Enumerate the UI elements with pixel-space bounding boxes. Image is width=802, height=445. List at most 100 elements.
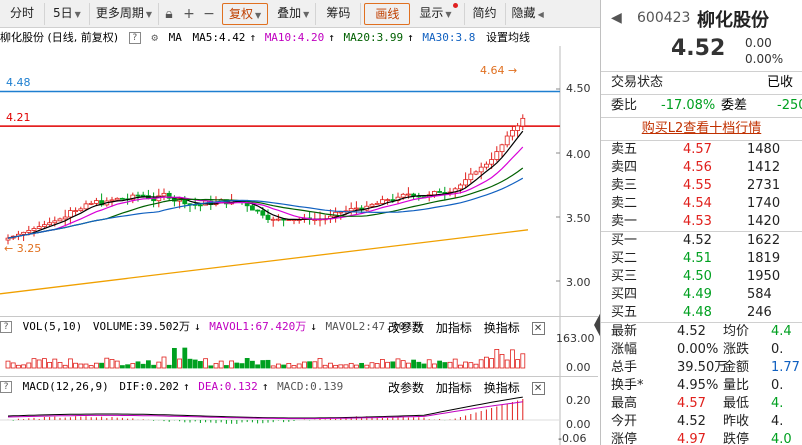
divider	[601, 322, 802, 323]
ma30-value: MA30:3.8	[422, 31, 476, 44]
price-change: 0.00	[745, 36, 772, 50]
ask-row[interactable]: 卖二 4.54 1740	[601, 195, 802, 213]
add-indicator-button[interactable]: 加指标	[435, 381, 472, 395]
ma5-line	[7, 130, 524, 239]
help-icon[interactable]: ?	[128, 32, 141, 44]
stat-value: 4.95%	[677, 378, 719, 393]
stat-label: 涨跌	[723, 342, 750, 357]
bid-row[interactable]: 买四 4.49 584	[601, 286, 802, 304]
high-marker: 4.64 →	[480, 64, 518, 77]
ask-volume: 1420	[747, 214, 781, 229]
ma10-line	[7, 146, 524, 239]
close-icon[interactable]: ✕	[531, 382, 545, 395]
kline-chart-area[interactable]: 柳化股份 (日线, 前复权) ? ⚙ MA MA5:4.42 ↑ MA10:4.2…	[0, 28, 598, 445]
ask-row[interactable]: 卖四 4.56 1412	[601, 159, 802, 177]
simple-mode-button[interactable]: 简约	[465, 2, 506, 25]
switch-indicator-button[interactable]: 换指标	[483, 381, 520, 395]
volume-bar	[255, 364, 261, 369]
more-periods-dropdown[interactable]: 更多周期 ▼	[90, 2, 159, 25]
chart-title: 柳化股份 (日线, 前复权)	[0, 31, 119, 44]
ask-row[interactable]: 卖一 4.53 1420	[601, 213, 802, 231]
candle-body	[463, 179, 469, 186]
bid-row[interactable]: 买三 4.50 1950	[601, 268, 802, 286]
bid-row[interactable]: 买一 4.52 1622	[601, 232, 802, 250]
help-icon[interactable]: ?	[0, 381, 12, 393]
tab-timeshare[interactable]: 分时	[0, 2, 46, 25]
draw-line-button[interactable]: 画线	[364, 2, 411, 25]
volume-bar	[291, 365, 297, 369]
ask-level-label: 卖五	[611, 142, 638, 157]
bid-price: 4.48	[683, 305, 712, 320]
candle-body	[68, 210, 73, 218]
low-value: 3.25	[16, 242, 42, 255]
volume-bar	[468, 362, 474, 369]
notification-dot	[452, 2, 458, 8]
macd-y-bottom: -0.06	[558, 432, 587, 445]
help-icon[interactable]: ?	[0, 321, 12, 333]
bid-row[interactable]: 买五 4.48 246	[601, 304, 802, 322]
volume-bar	[26, 362, 32, 369]
back-arrow-icon[interactable]: ◀	[611, 10, 622, 26]
candle-body	[499, 144, 505, 153]
zoom-out-icon[interactable]: −	[203, 5, 215, 22]
candle-body	[405, 193, 411, 196]
overlay-button[interactable]: 叠加 ▼	[271, 2, 317, 25]
lock-icon[interactable]: 🔒︎	[165, 5, 173, 22]
restore-rights-label: 复权	[228, 6, 253, 21]
volume-bar	[333, 364, 339, 369]
volume-bar	[270, 365, 276, 369]
ma30-line	[7, 177, 524, 239]
ask-row[interactable]: 卖三 4.55 2731	[601, 177, 802, 195]
zoom-in-icon[interactable]: +	[183, 5, 195, 22]
order-ratio-value: -17.08%	[661, 98, 716, 113]
stat-row: 涨幅 0.00% 涨跌 0.	[601, 341, 802, 359]
chips-button[interactable]: 筹码	[316, 2, 362, 25]
chart-toolbar: 分时 5日 ▼ 更多周期 ▼ 🔒︎ + − 复权 ▼ 叠加 ▼ 筹码 画线 显示 ▼ 简约…	[0, 0, 600, 28]
display-button[interactable]: 显示 ▼	[413, 2, 465, 25]
volume-bar	[156, 361, 162, 369]
bid-row[interactable]: 买二 4.51 1819	[601, 250, 802, 268]
hide-button[interactable]: 隐藏 ◀	[506, 3, 550, 25]
volume-bar	[364, 364, 370, 369]
volume-bar	[52, 358, 58, 369]
candle-body	[140, 194, 146, 197]
volume-bar	[452, 358, 458, 369]
gear-icon[interactable]: ⚙	[151, 31, 158, 44]
volume-bar	[343, 364, 349, 369]
restore-rights-button[interactable]: 复权 ▼	[221, 2, 269, 25]
volume-bar	[504, 359, 510, 369]
stat-row: 涨停 4.97 跌停 4.0	[601, 431, 802, 445]
stat-label: 最低	[723, 396, 750, 411]
buy-l2-link[interactable]: 购买L2查看十档行情	[641, 121, 762, 136]
volume-bar	[359, 362, 365, 369]
close-icon[interactable]: ✕	[531, 322, 545, 335]
ma-settings-link[interactable]: 设置均线	[486, 31, 531, 44]
volume-bar	[31, 358, 37, 369]
candle-body	[338, 211, 344, 214]
arrow-down-icon: ↓	[310, 320, 317, 333]
candle-body	[260, 210, 266, 216]
candle-body	[197, 204, 203, 207]
candle-body	[83, 203, 89, 210]
switch-indicator-button[interactable]: 换指标	[483, 321, 520, 335]
bid-level-label: 买三	[611, 269, 638, 284]
dea-line	[7, 401, 523, 420]
volume-bar	[21, 364, 27, 369]
candle-body	[473, 171, 479, 175]
ask-row[interactable]: 卖五 4.57 1480	[601, 141, 802, 159]
candle-body	[494, 151, 500, 160]
volume-bar	[36, 359, 42, 369]
candle-body	[379, 199, 385, 204]
chevron-down-icon: ▼	[303, 9, 310, 19]
stat-value: 4.4	[771, 324, 792, 339]
add-indicator-button[interactable]: 加指标	[435, 321, 472, 335]
volume-bar	[426, 359, 432, 369]
collapse-panel-handle[interactable]	[594, 310, 602, 340]
change-params-button[interactable]: 改参数	[388, 321, 425, 335]
volume-bar	[78, 363, 84, 369]
tab-5day[interactable]: 5日 ▼	[45, 2, 90, 25]
volume-bar	[171, 347, 177, 369]
stock-name: 柳化股份	[697, 10, 769, 31]
change-params-button[interactable]: 改参数	[388, 381, 425, 395]
volume-panel-actions: 改参数 加指标 换指标 ✕	[388, 319, 545, 336]
